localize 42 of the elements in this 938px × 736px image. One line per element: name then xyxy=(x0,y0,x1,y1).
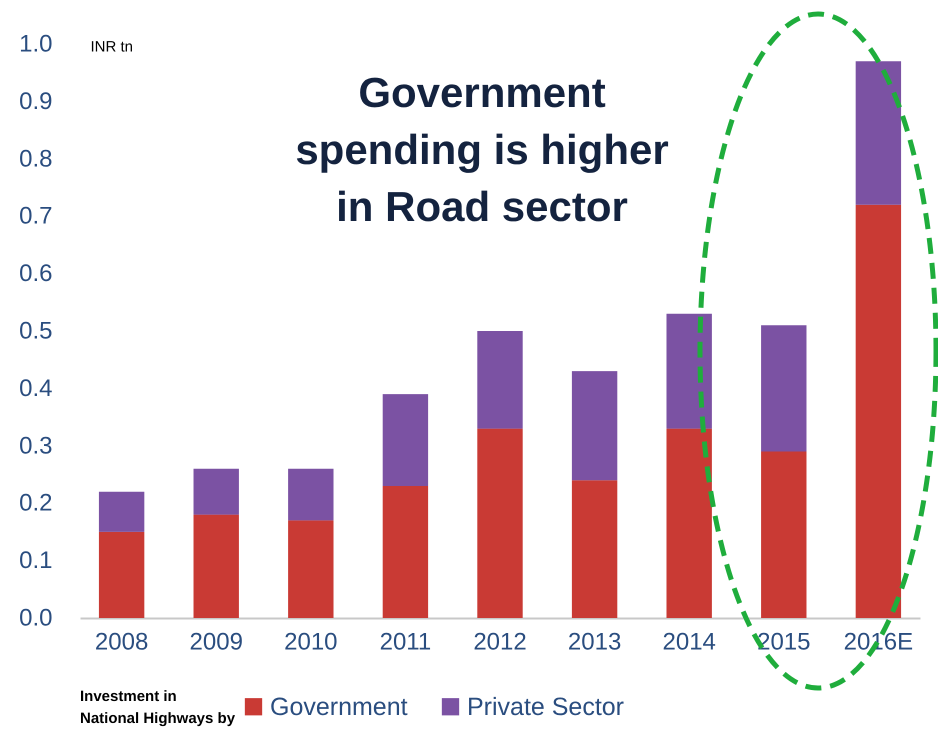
bar xyxy=(288,520,334,618)
y-tick-label: 0.1 xyxy=(19,547,52,574)
bar xyxy=(382,394,428,486)
bar xyxy=(572,480,618,618)
bar xyxy=(477,331,523,429)
legend-title: Investment in National Highways by xyxy=(80,688,236,727)
bar xyxy=(477,428,523,618)
x-tick-label: 2012 xyxy=(473,628,527,656)
x-tick-label: 2010 xyxy=(284,628,338,656)
y-tick-label: 0.3 xyxy=(19,432,52,460)
bar xyxy=(98,492,144,532)
y-tick-label: 0.5 xyxy=(19,318,52,344)
legend-label: Government xyxy=(270,692,408,721)
bar xyxy=(194,468,239,515)
bar xyxy=(666,428,712,618)
annotation: Government spending is higher in Road sector xyxy=(295,69,669,230)
y-axis-title: INR tn xyxy=(90,38,134,56)
y-tick-label: 0.6 xyxy=(19,260,52,288)
y-tick-label: 1.0 xyxy=(19,30,52,58)
y-tick-label: 0.4 xyxy=(19,374,52,402)
bar xyxy=(856,61,902,205)
bar xyxy=(194,514,239,618)
y-tick-label: 0.0 xyxy=(19,604,52,632)
bar xyxy=(761,325,806,452)
bar xyxy=(761,452,806,618)
bar xyxy=(98,532,144,618)
y-tick-label: 0.9 xyxy=(19,88,52,115)
bar xyxy=(856,204,902,618)
y-tick-label: 0.7 xyxy=(19,202,52,230)
bar xyxy=(382,486,428,618)
bar xyxy=(572,371,618,480)
bar xyxy=(666,314,712,429)
y-tick-label: 0.8 xyxy=(19,145,52,172)
bar xyxy=(288,468,334,520)
x-tick-label: 2016E xyxy=(844,628,914,656)
y-tick-label: 0.2 xyxy=(19,490,52,517)
x-tick-label: 2014 xyxy=(662,628,716,656)
x-tick-label: 2013 xyxy=(568,628,622,656)
x-tick-label: 2011 xyxy=(380,628,432,656)
legend-label: Private Sector xyxy=(467,692,624,721)
x-tick-label: 2009 xyxy=(190,628,243,656)
x-tick-label: 2008 xyxy=(94,628,148,656)
